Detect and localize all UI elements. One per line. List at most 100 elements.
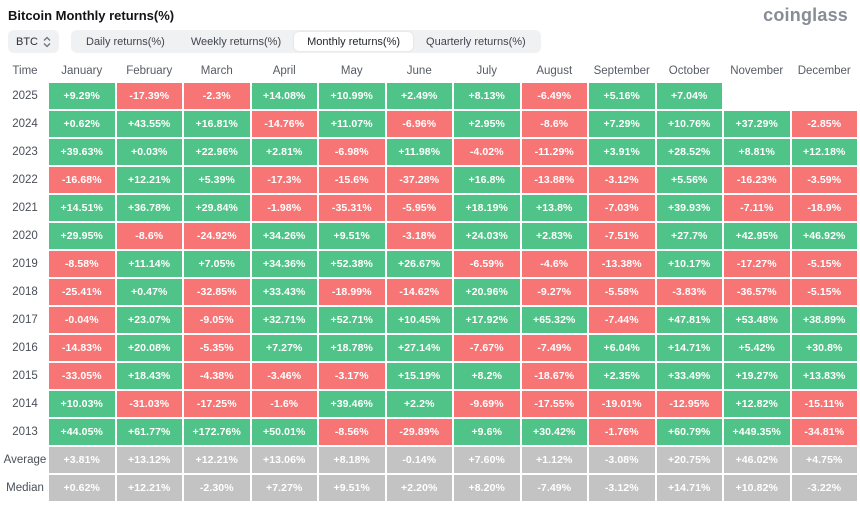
return-cell: -15.6% xyxy=(319,167,385,193)
return-cell: -8.56% xyxy=(319,419,385,445)
return-cell: +47.81% xyxy=(656,307,722,333)
return-cell: -2.30% xyxy=(184,475,250,501)
return-cell: -7.44% xyxy=(589,307,655,333)
return-cell: -5.15% xyxy=(791,279,857,305)
return-cell: +10.76% xyxy=(656,111,722,137)
return-cell: +20.96% xyxy=(454,279,520,305)
return-cell: +29.84% xyxy=(184,195,250,221)
return-cell: +12.82% xyxy=(724,391,790,417)
return-cell: -2.85% xyxy=(791,111,857,137)
table-row-average: Average +3.81% +13.12% +12.21% +13.06% +8.18%… xyxy=(3,447,857,473)
return-cell: +7.27% xyxy=(251,475,317,501)
return-cell: +8.2% xyxy=(454,363,520,389)
return-cell: +37.29% xyxy=(724,111,790,137)
return-cell: +8.18% xyxy=(319,447,385,473)
return-cell: +449.35% xyxy=(724,419,790,445)
tab-daily-returns[interactable]: Daily returns(%) xyxy=(86,35,165,48)
row-label: 2016 xyxy=(12,342,38,354)
return-cell: +0.62% xyxy=(49,475,115,501)
return-cell: -18.67% xyxy=(521,363,587,389)
row-label: 2018 xyxy=(12,286,38,298)
row-label: 2015 xyxy=(12,370,38,382)
return-cell: +8.13% xyxy=(454,83,520,109)
return-cell: -33.05% xyxy=(49,363,115,389)
return-cell: -36.57% xyxy=(724,279,790,305)
return-cell: +36.78% xyxy=(116,195,182,221)
return-cell: +18.78% xyxy=(319,335,385,361)
return-cell: +42.95% xyxy=(724,223,790,249)
return-cell: -2.3% xyxy=(184,83,250,109)
return-cell: +13.8% xyxy=(521,195,587,221)
return-cell: -8.58% xyxy=(49,251,115,277)
return-cell: -3.59% xyxy=(791,167,857,193)
row-label: 2019 xyxy=(12,258,38,270)
row-label: Average xyxy=(3,454,47,466)
month-header-february: February xyxy=(126,64,173,77)
month-header-october: October xyxy=(668,64,710,77)
return-cell: -4.02% xyxy=(454,139,520,165)
return-cell: -14.76% xyxy=(251,111,317,137)
tab-quarterly-returns[interactable]: Quarterly returns(%) xyxy=(426,35,526,48)
month-header-april: April xyxy=(272,64,296,77)
return-cell: -5.95% xyxy=(386,195,452,221)
return-cell: -34.81% xyxy=(791,419,857,445)
return-cell: +30.8% xyxy=(791,335,857,361)
return-cell: -1.98% xyxy=(251,195,317,221)
return-cell: -8.6% xyxy=(521,111,587,137)
return-cell: -1.6% xyxy=(251,391,317,417)
return-cell: +33.49% xyxy=(656,363,722,389)
month-header-march: March xyxy=(200,64,233,77)
return-cell: +32.71% xyxy=(251,307,317,333)
symbol-select[interactable]: BTC xyxy=(8,30,59,53)
return-cell: +0.03% xyxy=(116,139,182,165)
return-cell: +9.29% xyxy=(49,83,115,109)
return-cell: -0.14% xyxy=(386,447,452,473)
return-cell: +5.16% xyxy=(589,83,655,109)
return-cell: +10.03% xyxy=(49,391,115,417)
return-cell: +11.14% xyxy=(116,251,182,277)
return-cell: -7.11% xyxy=(724,195,790,221)
return-cell: +19.27% xyxy=(724,363,790,389)
return-cell: -14.83% xyxy=(49,335,115,361)
time-column-header: Time xyxy=(12,64,38,77)
return-cell: +12.18% xyxy=(791,139,857,165)
return-cell: -3.18% xyxy=(386,223,452,249)
month-header-january: January xyxy=(61,64,103,77)
month-header-december: December xyxy=(797,64,851,77)
return-cell: +10.99% xyxy=(319,83,385,109)
return-cell: -17.39% xyxy=(116,83,182,109)
return-cell: -3.12% xyxy=(589,475,655,501)
tab-weekly-returns[interactable]: Weekly returns(%) xyxy=(190,35,282,48)
return-cell: +17.92% xyxy=(454,307,520,333)
return-cell: -9.69% xyxy=(454,391,520,417)
return-cell: -7.67% xyxy=(454,335,520,361)
return-cell: +5.56% xyxy=(656,167,722,193)
return-cell: +8.20% xyxy=(454,475,520,501)
return-cell: +7.05% xyxy=(184,251,250,277)
return-cell: -9.27% xyxy=(521,279,587,305)
return-cell: +11.07% xyxy=(319,111,385,137)
table-row-2015: 2015 -33.05% +18.43% -4.38% -3.46% -3.17% +15.… xyxy=(3,363,857,389)
return-cell: -7.51% xyxy=(589,223,655,249)
return-cell: -29.89% xyxy=(386,419,452,445)
return-cell: +1.12% xyxy=(521,447,587,473)
table-row-2016: 2016 -14.83% +20.08% -5.35% +7.27% +18.78% +27… xyxy=(3,335,857,361)
table-header-row: Time January February March April May June July… xyxy=(3,60,857,81)
return-cell: -9.05% xyxy=(184,307,250,333)
return-cell: -3.08% xyxy=(589,447,655,473)
return-cell: -4.38% xyxy=(184,363,250,389)
return-cell: +2.81% xyxy=(251,139,317,165)
return-cell: +7.60% xyxy=(454,447,520,473)
return-cell: -32.85% xyxy=(184,279,250,305)
return-cell: -37.28% xyxy=(386,167,452,193)
return-cell: +13.12% xyxy=(116,447,182,473)
return-cell: +39.93% xyxy=(656,195,722,221)
return-cell: -7.49% xyxy=(521,475,587,501)
return-cell: -11.29% xyxy=(521,139,587,165)
return-cell: +0.47% xyxy=(116,279,182,305)
table-row-2013: 2013 +44.05% +61.77% +172.76% +50.01% -8.56% -… xyxy=(3,419,857,445)
month-header-june: June xyxy=(406,64,432,77)
tab-monthly-returns[interactable]: Monthly returns(%) xyxy=(294,32,414,51)
return-cell: +34.26% xyxy=(251,223,317,249)
return-cell: -13.38% xyxy=(589,251,655,277)
